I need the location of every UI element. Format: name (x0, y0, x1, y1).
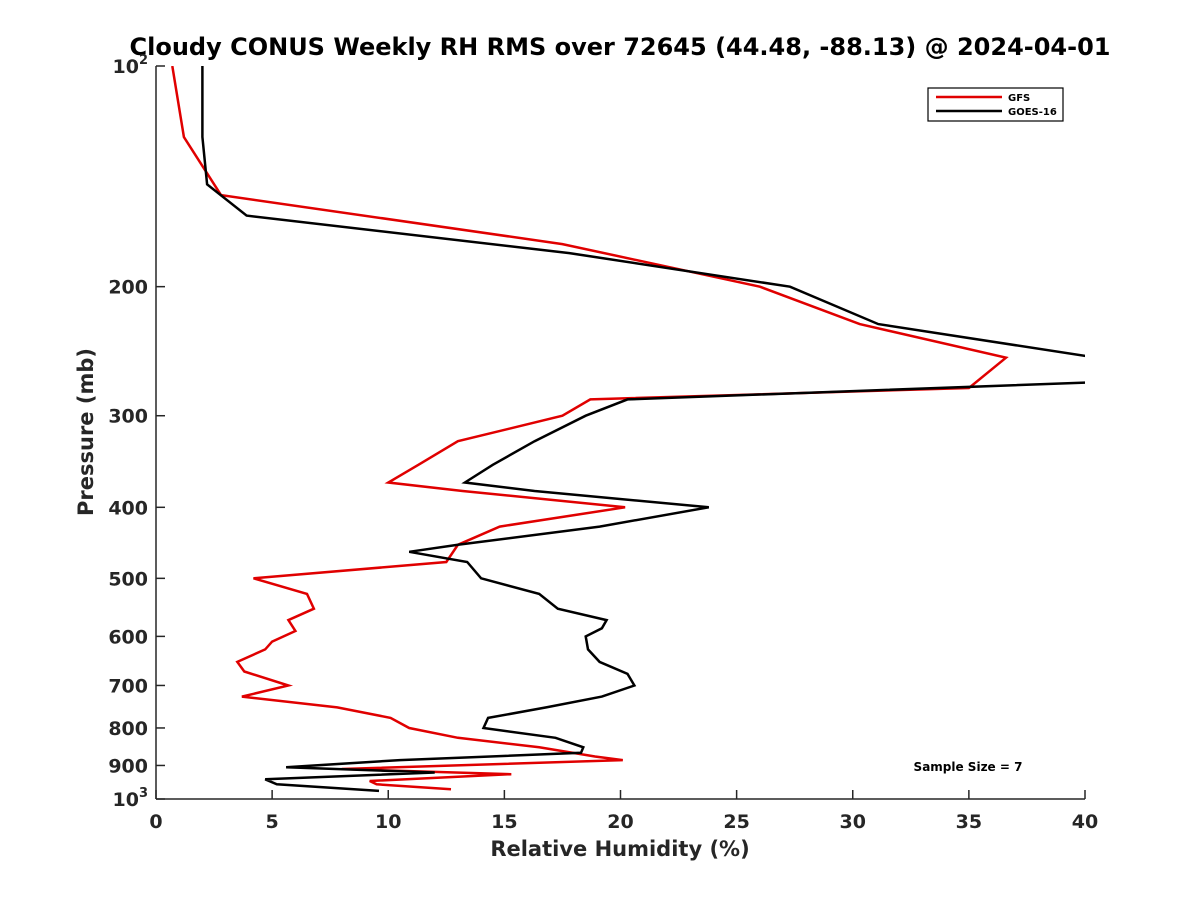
x-tick-label: 25 (723, 811, 749, 833)
x-tick-label: 20 (607, 811, 633, 833)
chart-title: Cloudy CONUS Weekly RH RMS over 72645 (4… (130, 33, 1111, 61)
x-tick-label: 10 (375, 811, 401, 833)
y-axis-label: Pressure (mb) (74, 348, 98, 516)
legend-label-goes16: GOES-16 (1008, 107, 1057, 118)
y-tick-label: 500 (108, 568, 148, 590)
x-tick-label: 15 (491, 811, 517, 833)
y-tick-label: 600 (108, 626, 148, 648)
y-tick-label: 700 (108, 675, 148, 697)
y-tick-label: 200 (108, 277, 148, 299)
legend: GFS GOES-16 (927, 87, 1064, 122)
series-line-gfs (171, 66, 1009, 791)
legend-box (927, 87, 1064, 122)
x-tick-label: 30 (840, 811, 866, 833)
series-line-goes16 (201, 66, 1085, 793)
axes-layer: 0 5 10 15 20 25 30 35 40 102 200 300 400 500 600 700 800… (108, 53, 1098, 833)
y-tick-label: 103 (113, 786, 149, 811)
series-layer (171, 66, 1085, 793)
legend-label-gfs: GFS (1008, 93, 1030, 104)
sample-size-annotation: Sample Size = 7 (914, 760, 1023, 774)
x-tick-label: 0 (149, 811, 162, 833)
y-tick-label: 102 (113, 53, 149, 78)
x-tick-label: 35 (956, 811, 982, 833)
x-axis-label: Relative Humidity (%) (490, 837, 749, 861)
y-tick-label: 300 (108, 406, 148, 428)
y-tick-label: 900 (108, 755, 148, 777)
x-tick-label: 40 (1072, 811, 1098, 833)
y-tick-label: 400 (108, 497, 148, 519)
x-tick-label: 5 (266, 811, 279, 833)
y-tick-label: 800 (108, 718, 148, 740)
